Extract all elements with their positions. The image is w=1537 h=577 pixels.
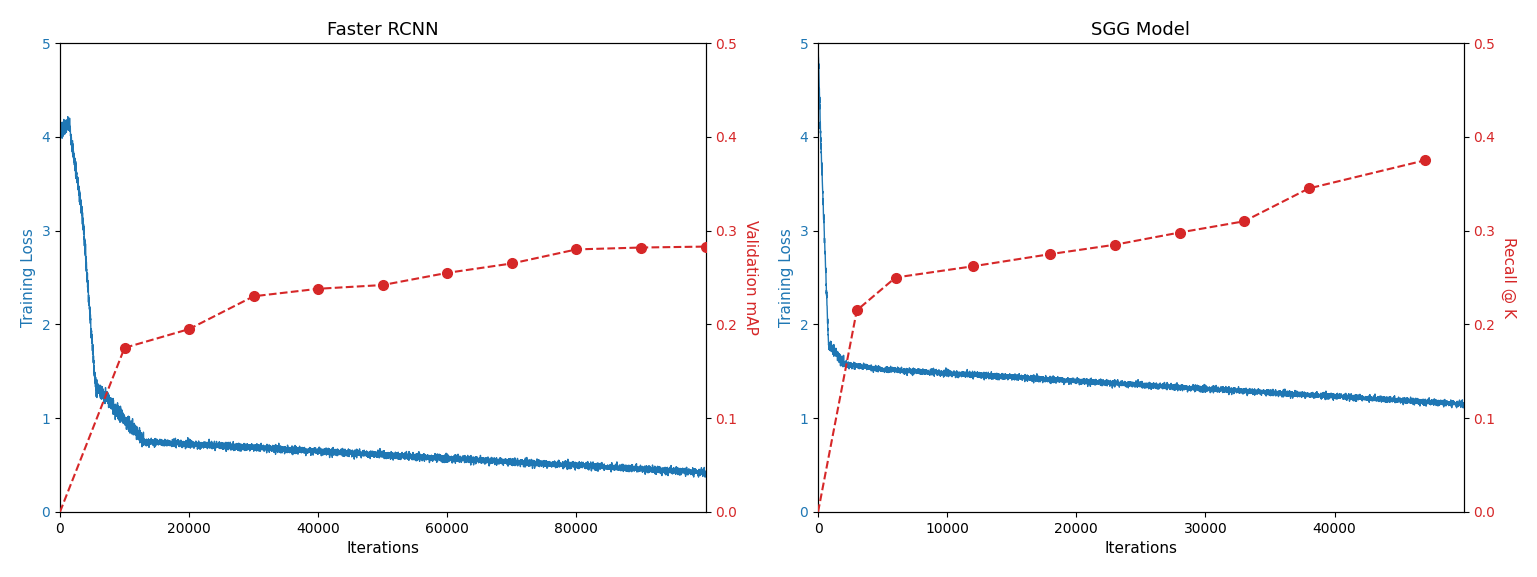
- Y-axis label: Validation mAP: Validation mAP: [742, 220, 758, 335]
- Title: Faster RCNN: Faster RCNN: [327, 21, 438, 39]
- Y-axis label: Recall @ K: Recall @ K: [1502, 237, 1515, 318]
- Y-axis label: Training Loss: Training Loss: [22, 228, 35, 327]
- X-axis label: Iterations: Iterations: [346, 541, 420, 556]
- Title: SGG Model: SGG Model: [1091, 21, 1190, 39]
- Y-axis label: Training Loss: Training Loss: [779, 228, 795, 327]
- X-axis label: Iterations: Iterations: [1105, 541, 1177, 556]
